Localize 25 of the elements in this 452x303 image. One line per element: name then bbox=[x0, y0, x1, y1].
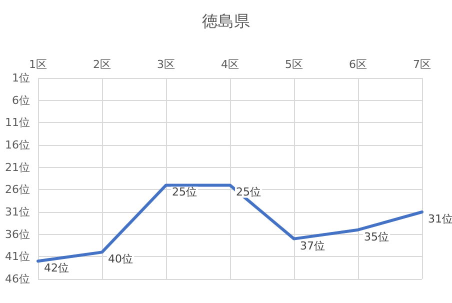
data-label: 35位 bbox=[364, 230, 389, 244]
data-label: 42位 bbox=[44, 262, 69, 275]
x-tick-label: 2区 bbox=[93, 58, 111, 71]
x-tick-label: 7区 bbox=[413, 58, 431, 71]
y-tick-label: 11位 bbox=[5, 116, 30, 130]
y-tick-label: 31位 bbox=[5, 206, 30, 218]
x-tick-label: 1区 bbox=[29, 58, 47, 71]
y-tick-label: 26位 bbox=[5, 183, 30, 196]
x-tick-label: 3区 bbox=[157, 58, 175, 71]
x-tick-label: 4区 bbox=[221, 58, 239, 71]
x-tick-label: 6区 bbox=[349, 58, 367, 71]
y-tick-label: 6位 bbox=[12, 94, 30, 107]
y-tick-label: 46位 bbox=[5, 272, 30, 286]
y-tick-label: 41位 bbox=[5, 250, 30, 264]
data-label: 25位 bbox=[172, 186, 197, 199]
y-tick-label: 36位 bbox=[5, 228, 30, 241]
line-series bbox=[36, 184, 424, 263]
data-label: 25位 bbox=[236, 186, 261, 199]
y-tick-label: 1位 bbox=[12, 72, 30, 84]
data-label: 37位 bbox=[300, 239, 325, 252]
x-tick-label: 5区 bbox=[285, 58, 303, 71]
y-tick-label: 21位 bbox=[5, 160, 30, 174]
y-tick-label: 16位 bbox=[5, 138, 30, 152]
chart-title: 徳島県 bbox=[202, 12, 250, 30]
data-label: 40位 bbox=[108, 252, 133, 266]
